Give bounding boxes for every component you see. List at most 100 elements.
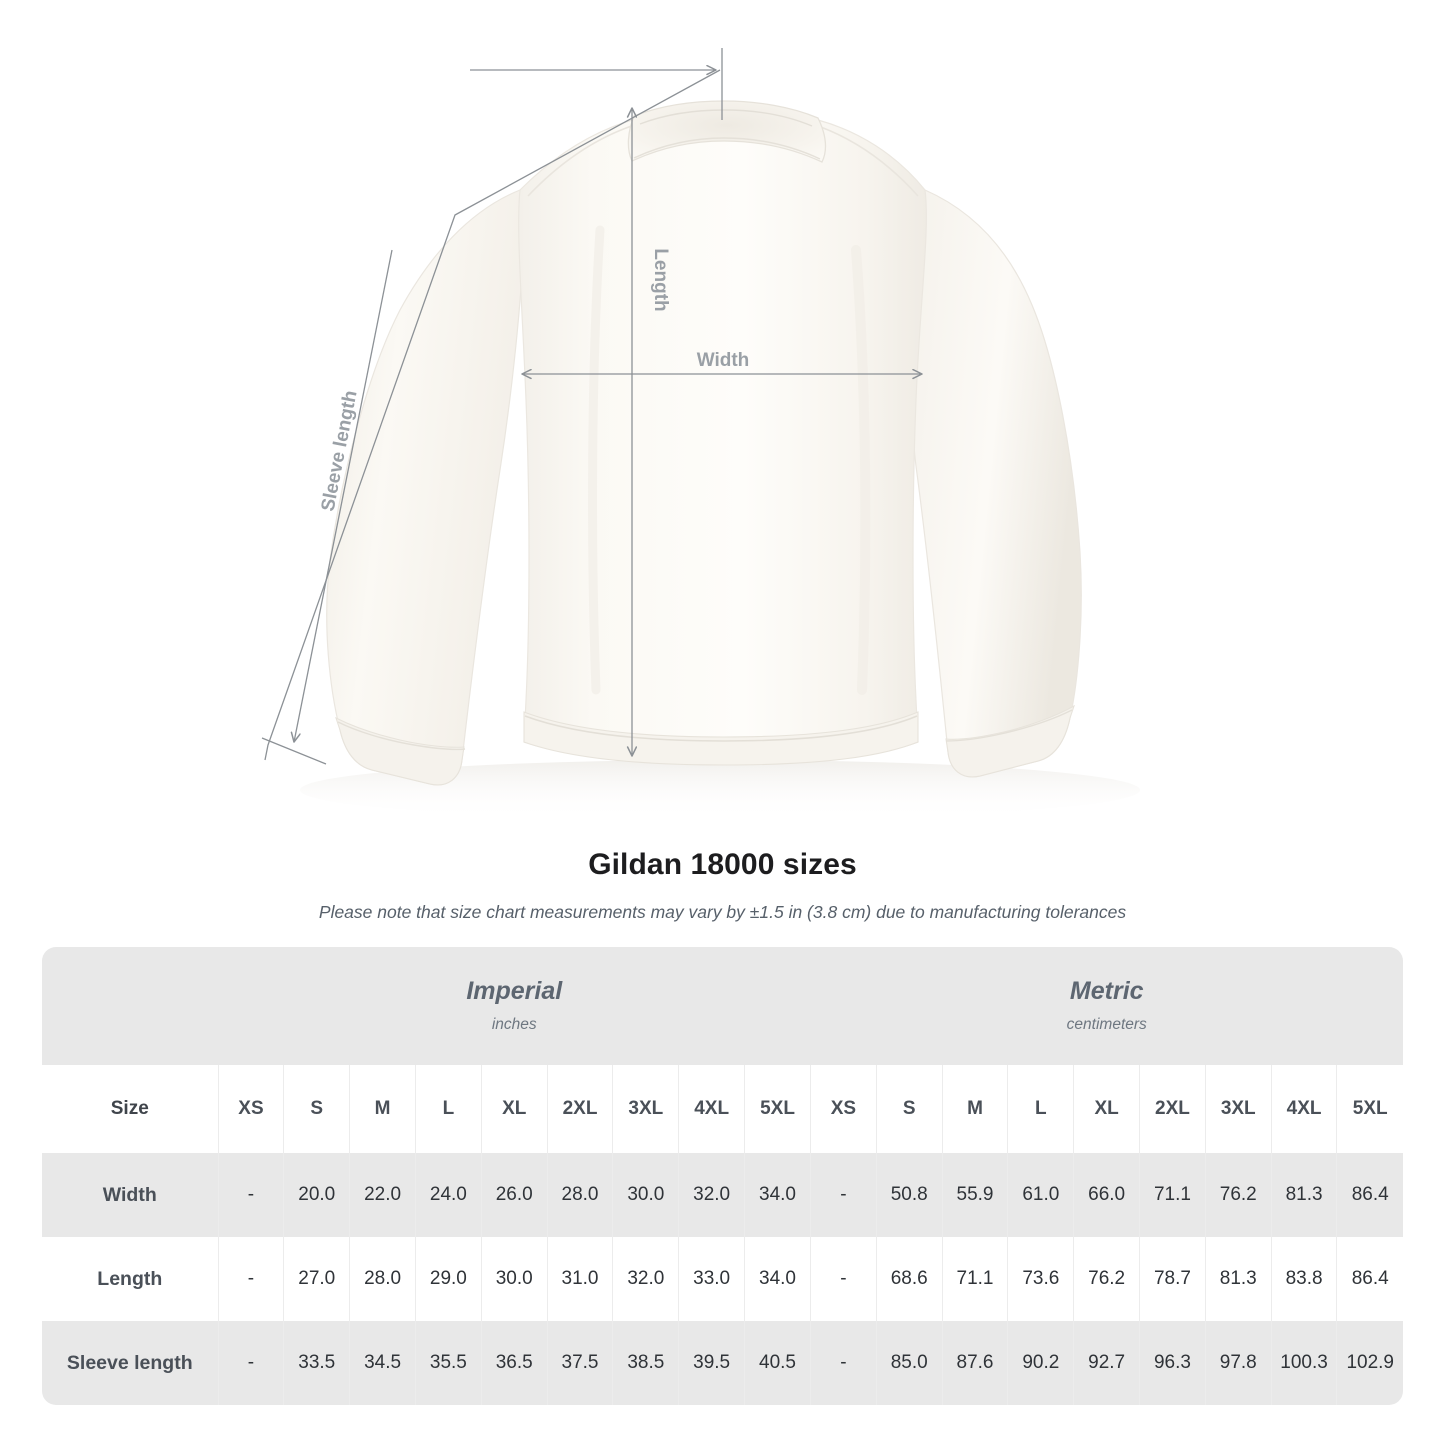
cell-length-metric-2xl: 78.7 bbox=[1139, 1237, 1206, 1321]
unit-group-subtitle: centimeters bbox=[1066, 1016, 1147, 1033]
table-row: Sleeve length -33.5 34.5 35.5 36.5 37.5 38.5 39… bbox=[42, 1321, 1403, 1405]
size-header-metric-4xl: 4XL bbox=[1270, 1065, 1337, 1153]
measurement-label-sleeve-length: Sleeve length bbox=[42, 1321, 219, 1405]
width-label: Width bbox=[697, 350, 750, 371]
cell-width-imperial-2xl: 28.0 bbox=[546, 1153, 613, 1237]
cell-sleeve-length-imperial-s: 33.5 bbox=[283, 1321, 350, 1405]
cell-sleeve-length-imperial-l: 35.5 bbox=[414, 1321, 482, 1405]
cell-sleeve-length-metric-m: 87.6 bbox=[941, 1321, 1008, 1405]
cell-width-metric-xl: 66.0 bbox=[1073, 1153, 1140, 1237]
cell-width-metric-2xl: 71.1 bbox=[1139, 1153, 1206, 1237]
waistband bbox=[523, 711, 919, 766]
cell-width-metric-5xl: 86.4 bbox=[1336, 1153, 1403, 1237]
cell-width-imperial-s: 20.0 bbox=[283, 1153, 350, 1237]
cell-sleeve-length-metric-xs: - bbox=[809, 1321, 877, 1405]
cell-length-metric-s: 68.6 bbox=[875, 1237, 943, 1321]
cell-sleeve-length-metric-xl: 92.7 bbox=[1073, 1321, 1140, 1405]
cell-width-imperial-m: 22.0 bbox=[349, 1153, 416, 1237]
right-sleeve bbox=[912, 189, 1082, 778]
cell-sleeve-length-metric-4xl: 100.3 bbox=[1270, 1321, 1337, 1405]
left-cuff-seam bbox=[337, 721, 466, 751]
sleeve-length-arrow bbox=[294, 249, 393, 742]
size-header-imperial-m: M bbox=[349, 1065, 416, 1153]
unit-banner-spacer bbox=[42, 947, 219, 1065]
size-header-metric-xs: XS bbox=[809, 1065, 877, 1153]
cell-width-imperial-l: 24.0 bbox=[414, 1153, 482, 1237]
cell-sleeve-length-metric-2xl: 96.3 bbox=[1139, 1321, 1206, 1405]
size-header-metric-3xl: 3XL bbox=[1204, 1065, 1272, 1153]
cell-length-imperial-4xl: 33.0 bbox=[678, 1237, 745, 1321]
unit-group-subtitle: inches bbox=[491, 1016, 537, 1033]
size-header-imperial-xl: XL bbox=[480, 1065, 548, 1153]
measurement-label-length: Length bbox=[42, 1237, 219, 1321]
cell-length-metric-5xl: 86.4 bbox=[1336, 1237, 1403, 1321]
sleeve-leader-line bbox=[264, 69, 721, 761]
size-chart-table: Imperial inches Metric centimeters Size XS S M L… bbox=[42, 947, 1403, 1405]
unit-group-imperial: Imperial inches bbox=[218, 947, 811, 1065]
cell-sleeve-length-metric-3xl: 97.8 bbox=[1204, 1321, 1272, 1405]
sleeve-length-end-tick bbox=[261, 737, 327, 765]
cell-length-imperial-xl: 30.0 bbox=[480, 1237, 548, 1321]
size-header-metric-l: L bbox=[1007, 1065, 1074, 1153]
size-header-imperial-4xl: 4XL bbox=[678, 1065, 745, 1153]
length-label: Length bbox=[650, 248, 671, 311]
cell-sleeve-length-imperial-5xl: 40.5 bbox=[744, 1321, 811, 1405]
size-chart-table-container: Imperial inches Metric centimeters Size XS S M L… bbox=[42, 947, 1403, 1405]
cell-length-imperial-5xl: 34.0 bbox=[744, 1237, 811, 1321]
table-row: Width -20.0 22.0 24.0 26.0 28.0 30.0 32.0 34.0-5… bbox=[42, 1153, 1403, 1237]
size-header-metric-5xl: 5XL bbox=[1336, 1065, 1403, 1153]
cell-length-metric-xs: - bbox=[809, 1237, 877, 1321]
cell-sleeve-length-imperial-4xl: 39.5 bbox=[678, 1321, 745, 1405]
size-header-metric-xl: XL bbox=[1073, 1065, 1140, 1153]
sweatshirt-illustration: Length Width Sleeve length bbox=[261, 48, 1140, 820]
cell-length-metric-m: 71.1 bbox=[941, 1237, 1008, 1321]
fabric-fold bbox=[588, 225, 605, 695]
cell-sleeve-length-imperial-m: 34.5 bbox=[349, 1321, 416, 1405]
cell-sleeve-length-imperial-3xl: 38.5 bbox=[612, 1321, 679, 1405]
left-sleeve bbox=[326, 189, 525, 786]
cell-length-imperial-m: 28.0 bbox=[349, 1237, 416, 1321]
size-header-imperial-xs: XS bbox=[217, 1065, 284, 1153]
measurement-label-width: Width bbox=[42, 1153, 219, 1237]
garment-diagram: Length Width Sleeve length bbox=[261, 48, 1140, 820]
unit-group-name: Metric bbox=[1069, 977, 1144, 1005]
unit-banner-row: Imperial inches Metric centimeters bbox=[42, 947, 1403, 1065]
size-header-imperial-l: L bbox=[414, 1065, 482, 1153]
cell-width-imperial-xl: 26.0 bbox=[480, 1153, 548, 1237]
size-header-metric-m: M bbox=[941, 1065, 1008, 1153]
cell-sleeve-length-imperial-xs: - bbox=[217, 1321, 284, 1405]
cell-length-imperial-3xl: 32.0 bbox=[612, 1237, 679, 1321]
size-header-metric-s: S bbox=[875, 1065, 943, 1153]
collar-inner-seam bbox=[639, 109, 813, 127]
table-row: Length -27.0 28.0 29.0 30.0 31.0 32.0 33.0 34.0-… bbox=[42, 1237, 1403, 1321]
unit-group-name: Imperial bbox=[466, 977, 563, 1005]
size-header-imperial-s: S bbox=[283, 1065, 350, 1153]
cell-sleeve-length-imperial-xl: 36.5 bbox=[480, 1321, 548, 1405]
cell-sleeve-length-metric-5xl: 102.9 bbox=[1336, 1321, 1403, 1405]
cell-sleeve-length-metric-s: 85.0 bbox=[875, 1321, 943, 1405]
cell-sleeve-length-metric-l: 90.2 bbox=[1007, 1321, 1074, 1405]
cell-width-imperial-5xl: 34.0 bbox=[744, 1153, 811, 1237]
size-header-row: Size XS S M L XL 2XL 3XL 4XL 5XL XS S M L XL 2XL 3XL 4XL 5… bbox=[42, 1065, 1403, 1153]
cell-width-imperial-xs: - bbox=[217, 1153, 284, 1237]
cell-length-imperial-l: 29.0 bbox=[414, 1237, 482, 1321]
cell-sleeve-length-imperial-2xl: 37.5 bbox=[546, 1321, 613, 1405]
cell-width-metric-4xl: 81.3 bbox=[1270, 1153, 1337, 1237]
page-title: Gildan 18000 sizes bbox=[588, 848, 857, 881]
cell-length-metric-4xl: 83.8 bbox=[1270, 1237, 1337, 1321]
cell-length-metric-3xl: 81.3 bbox=[1204, 1237, 1272, 1321]
fabric-fold bbox=[851, 245, 871, 695]
heading-block: Gildan 18000 sizes Please note that size… bbox=[0, 846, 1445, 924]
cell-width-metric-m: 55.9 bbox=[941, 1153, 1008, 1237]
cell-length-imperial-2xl: 31.0 bbox=[546, 1237, 613, 1321]
size-header-metric-2xl: 2XL bbox=[1139, 1065, 1206, 1153]
cell-width-imperial-3xl: 30.0 bbox=[612, 1153, 679, 1237]
right-cuff bbox=[945, 704, 1075, 778]
tolerance-note: Please note that size chart measurements… bbox=[318, 902, 1127, 922]
collar-outer-seam bbox=[633, 137, 821, 160]
size-header-imperial-2xl: 2XL bbox=[546, 1065, 613, 1153]
waistband-seam bbox=[524, 715, 918, 742]
cell-width-metric-3xl: 76.2 bbox=[1204, 1153, 1272, 1237]
unit-group-metric: Metric centimeters bbox=[810, 947, 1403, 1065]
cell-width-metric-s: 50.8 bbox=[875, 1153, 943, 1237]
